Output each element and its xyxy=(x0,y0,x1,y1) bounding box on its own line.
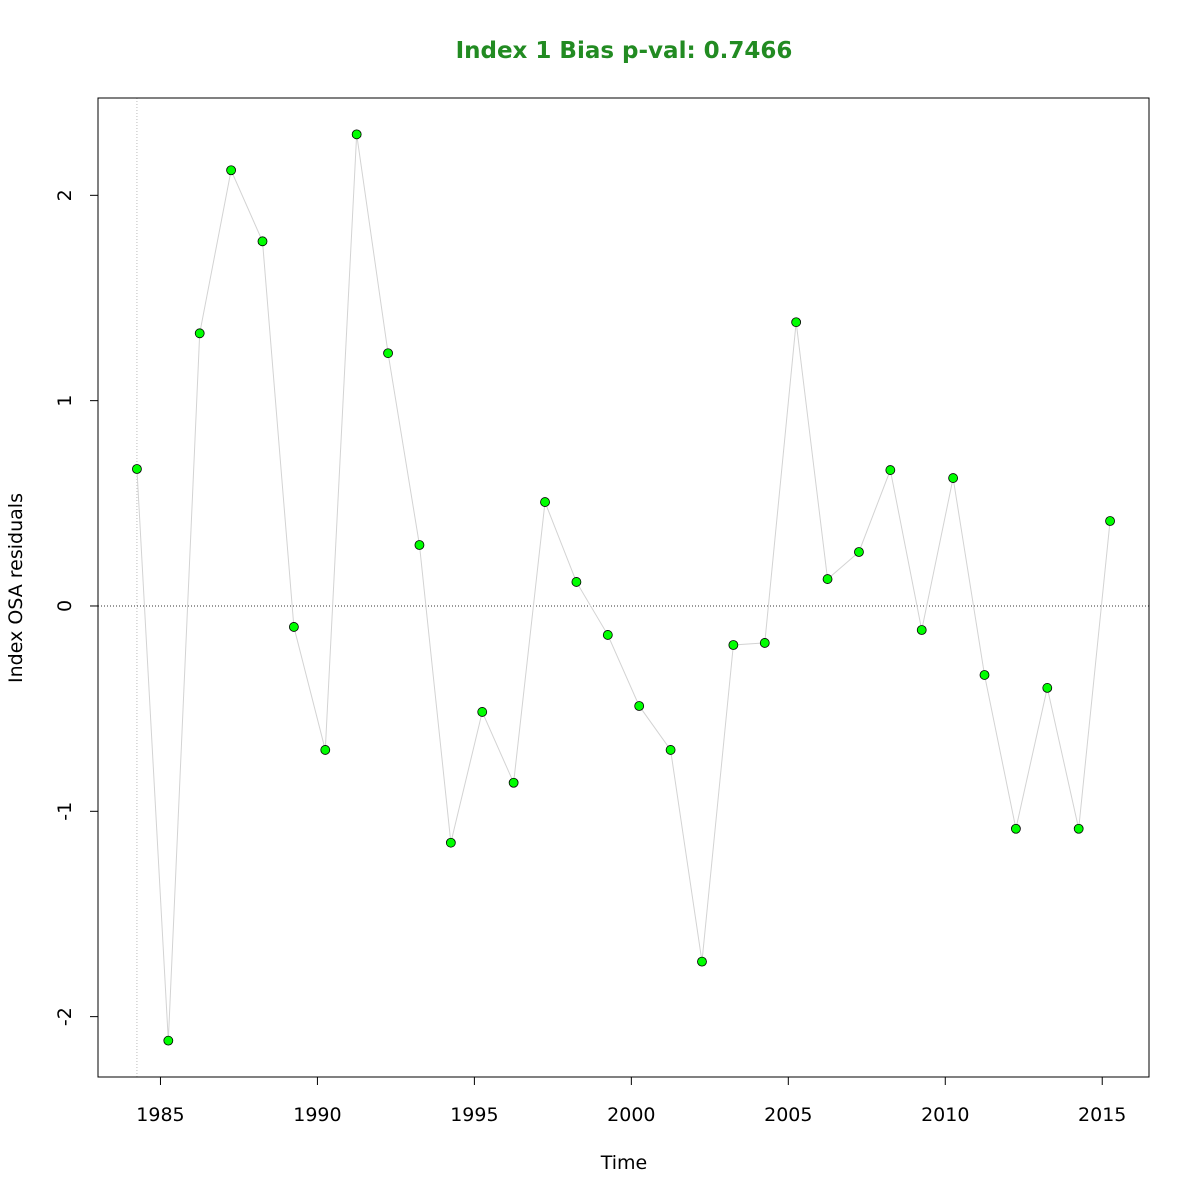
point xyxy=(445,837,456,848)
point xyxy=(226,165,237,176)
series-line xyxy=(136,134,1111,1041)
y-tick-label: 0 xyxy=(54,600,76,612)
point xyxy=(948,473,959,483)
x-tick-label: 1995 xyxy=(450,1104,498,1126)
point xyxy=(1042,683,1053,693)
chart-title: Index 1 Bias p-val: 0.7466 xyxy=(456,38,793,64)
point xyxy=(602,630,613,640)
point xyxy=(916,625,927,635)
x-axis-label: Time xyxy=(600,1152,648,1174)
plot-frame xyxy=(97,97,1150,1078)
point xyxy=(194,328,205,339)
point xyxy=(163,1035,174,1046)
x-tick-label: 1990 xyxy=(293,1104,341,1126)
point xyxy=(728,640,739,650)
point xyxy=(822,574,833,584)
y-tick-label: 2 xyxy=(54,189,76,201)
x-tick-label: 1985 xyxy=(136,1104,184,1126)
point xyxy=(885,465,896,475)
point xyxy=(383,348,393,359)
x-tick-label: 2010 xyxy=(921,1104,969,1126)
point xyxy=(979,670,990,680)
point xyxy=(257,236,268,247)
point xyxy=(571,577,582,587)
point xyxy=(540,497,550,507)
point xyxy=(854,547,864,557)
y-axis-label: Index OSA residuals xyxy=(5,493,27,683)
y-tick-label: -1 xyxy=(54,802,76,821)
point xyxy=(320,745,331,755)
point xyxy=(665,745,676,755)
x-tick-label: 2000 xyxy=(607,1104,655,1126)
point xyxy=(634,701,645,711)
point xyxy=(791,317,802,328)
point xyxy=(132,464,142,474)
point xyxy=(351,129,362,140)
point xyxy=(414,540,425,550)
point xyxy=(1073,823,1084,834)
y-tick-label: -2 xyxy=(54,1007,76,1026)
point xyxy=(697,956,707,967)
x-tick-label: 2015 xyxy=(1078,1104,1126,1126)
point xyxy=(1010,823,1021,834)
point xyxy=(288,622,299,632)
point xyxy=(508,777,519,788)
x-tick-label: 2005 xyxy=(764,1104,812,1126)
y-tick-label: 1 xyxy=(54,395,76,407)
point xyxy=(477,707,488,717)
point xyxy=(759,638,770,648)
point xyxy=(1105,516,1115,526)
